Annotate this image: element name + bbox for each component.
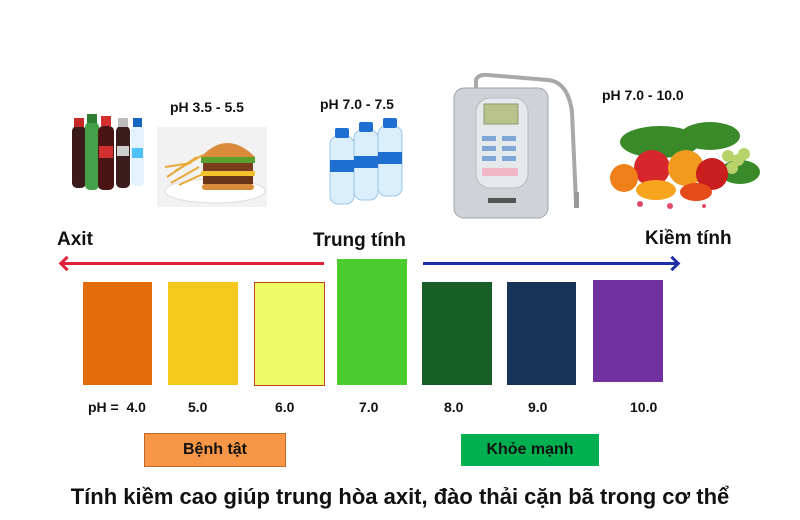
soda-bottles-icon <box>72 114 144 190</box>
alkaline-arrow-head-icon <box>664 255 681 272</box>
ph-tick-10: 10.0 <box>630 399 658 415</box>
burger-icon <box>164 143 266 204</box>
ph-tick-8: 8.0 <box>444 399 464 415</box>
axis-label-neutral: Trung tính <box>313 230 406 251</box>
ph-tick-4: pH = 4.0 <box>88 399 146 415</box>
water-bottles-icon <box>329 118 403 205</box>
ph-bar-5 <box>168 282 238 385</box>
fruits-and-vegetables-image <box>600 112 765 212</box>
acidic-ph-range: pH 3.5 - 5.5 <box>170 99 244 115</box>
ph-bar-6 <box>254 282 325 386</box>
water-ionizer-icon <box>453 72 579 219</box>
soda-bottles-image <box>68 112 153 192</box>
acid-arrow-line <box>60 262 324 265</box>
ph-tick-9: 9.0 <box>528 399 548 415</box>
axis-label-alkaline: Kiềm tính <box>645 228 732 249</box>
ph-tick-7: 7.0 <box>359 399 379 415</box>
alkaline-arrow-line <box>423 262 677 265</box>
axis-label-acid: Axit <box>57 229 93 250</box>
caption: Tính kiềm cao giúp trung hòa axit, đào t… <box>70 484 730 509</box>
disease-zone-label: Bệnh tật <box>144 433 286 467</box>
neutral-ph-range: pH 7.0 - 7.5 <box>320 96 394 112</box>
ph-bar-8 <box>422 282 492 385</box>
ph-bar-10 <box>593 280 663 382</box>
ph-bar-9 <box>507 282 576 385</box>
fruits-icon <box>610 122 760 209</box>
ph-tick-6: 6.0 <box>275 399 295 415</box>
burger-and-fries-image <box>157 127 267 207</box>
lavie-water-bottles-image <box>327 118 407 208</box>
ph-bar-7 <box>337 259 407 385</box>
alkaline-ph-range: pH 7.0 - 10.0 <box>602 87 684 103</box>
water-ionizer-machine-image <box>448 72 588 222</box>
ph-tick-5: 5.0 <box>188 399 208 415</box>
acid-arrow-head-icon <box>58 255 75 272</box>
healthy-zone-label: Khỏe mạnh <box>461 434 599 466</box>
ph-bar-4 <box>83 282 152 385</box>
